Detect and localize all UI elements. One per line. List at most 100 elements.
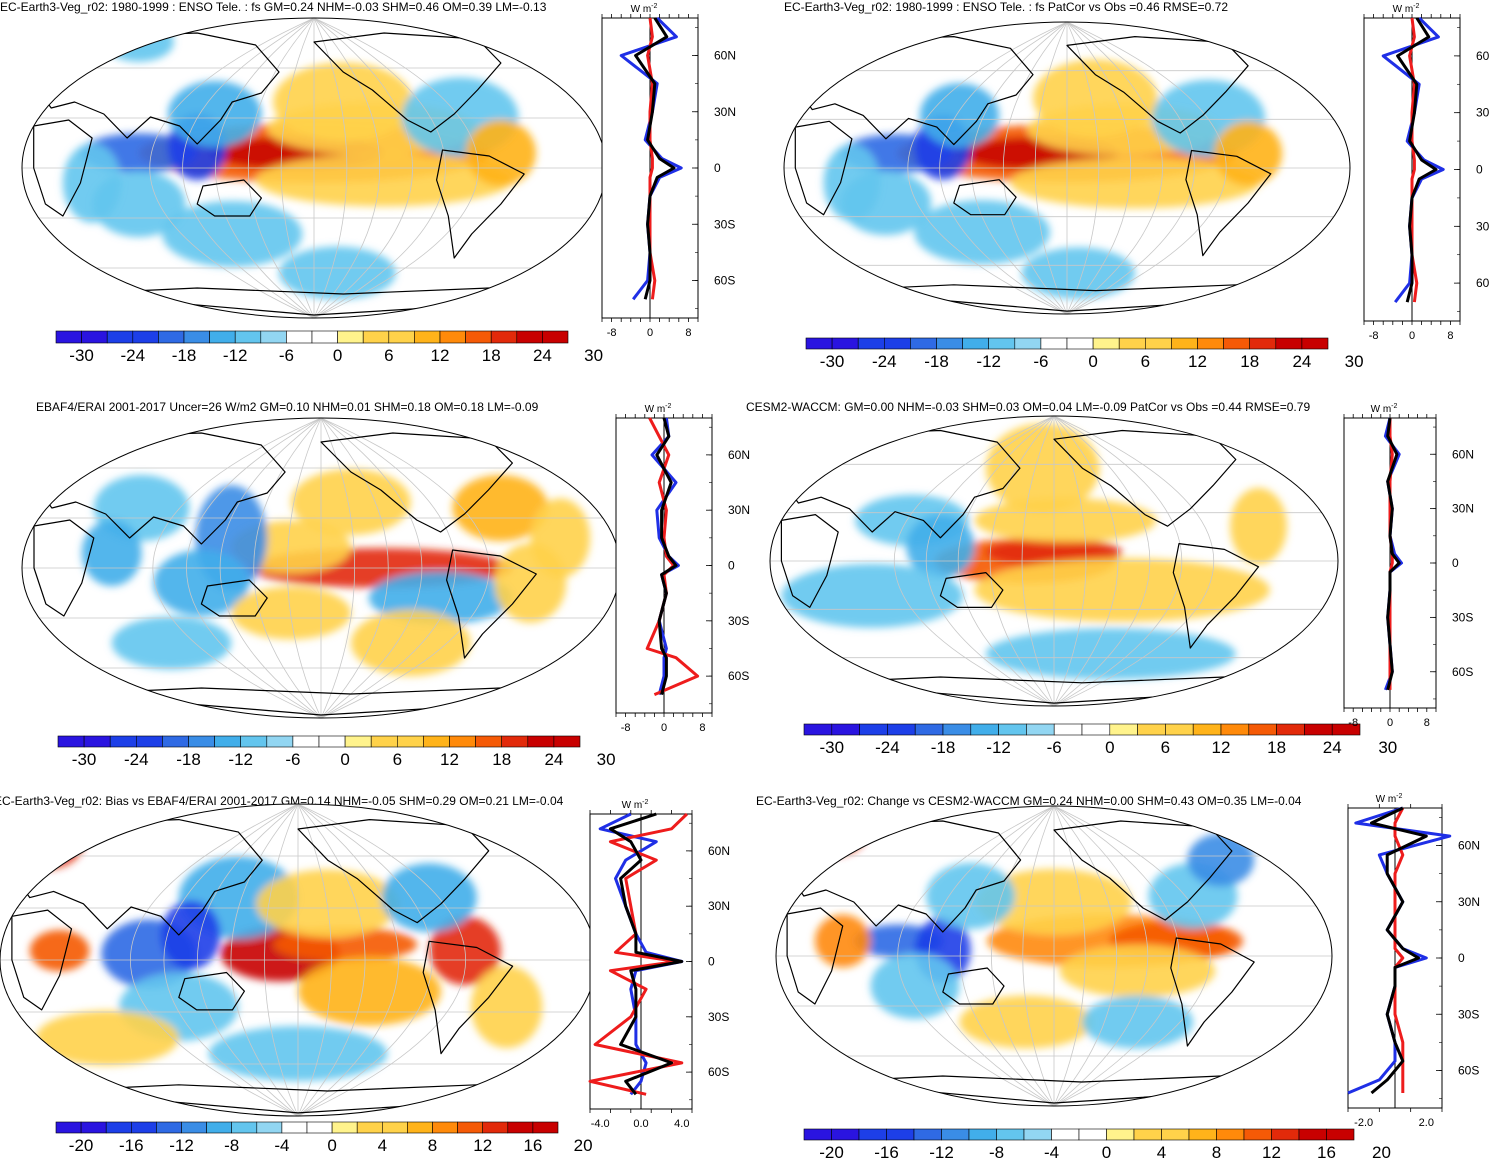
colorbar-tick-label: -24 — [872, 352, 897, 371]
y-tick-label: 60N — [1458, 839, 1480, 853]
colorbar-tick-label: 16 — [1317, 1143, 1336, 1162]
colorbar-tick-label: 18 — [1240, 352, 1259, 371]
coastline — [953, 179, 1017, 216]
anomaly-blob — [168, 81, 262, 147]
units-label: W m-2 — [631, 3, 658, 15]
x-tick-label: 0 — [1409, 330, 1415, 342]
y-tick-label: 60S — [708, 1065, 729, 1079]
anomaly-blob — [823, 144, 881, 222]
coastline — [422, 940, 514, 1055]
y-tick-label: 0 — [1458, 951, 1465, 965]
world-map — [21, 17, 607, 319]
colorbar-segment — [532, 1121, 559, 1134]
y-tick-label: 60S — [714, 274, 735, 288]
world-map — [769, 415, 1339, 707]
y-tick-label: 60S — [1452, 665, 1473, 679]
colorbar-tick-label: -30 — [820, 352, 845, 371]
anomaly-blob — [298, 956, 442, 1026]
anomaly-blob — [926, 863, 1016, 929]
colorbar-tick-label: 30 — [1345, 352, 1364, 371]
colorbar-tick-label: -6 — [1033, 352, 1048, 371]
colorbar-tick-label: 0 — [333, 346, 342, 365]
colorbar-tick-label: -18 — [924, 352, 949, 371]
coastline — [33, 519, 95, 617]
coastline — [780, 429, 1021, 539]
anomaly-blob — [814, 914, 871, 968]
colorbar-tick-label: 0 — [1102, 1143, 1111, 1162]
colorbar-tick-label: 12 — [440, 750, 459, 769]
anomaly-blob — [914, 200, 1051, 265]
colorbar-tick-label: -8 — [989, 1143, 1004, 1162]
colorbar-tick-label: -4 — [1044, 1143, 1059, 1162]
y-tick-label: 0 — [1476, 163, 1483, 177]
anomaly-blob — [870, 953, 960, 1019]
colorbar-tick-label: -12 — [929, 1143, 954, 1162]
anomaly-blob — [781, 563, 964, 628]
colorbar-segment — [1301, 337, 1329, 350]
colorbar-tick-label: 12 — [1188, 352, 1207, 371]
y-tick-label: 30N — [708, 899, 730, 913]
y-tick-label: 30S — [1452, 610, 1473, 624]
anomaly-blob — [959, 995, 1093, 1049]
panel-title: EC-Earth3-Veg_r02: Bias vs EBAF4/ERAI 20… — [0, 794, 564, 808]
anomaly-blob — [111, 616, 232, 670]
anomaly-blob — [906, 514, 975, 579]
x-tick-label: 0 — [661, 722, 667, 734]
colorbar-tick-label: -16 — [119, 1136, 144, 1155]
colorbar-tick-label: 12 — [473, 1136, 492, 1155]
colorbar-tick-label: -18 — [931, 738, 956, 757]
zonal-mean-plot: -4.0 0.0 4.0 60N 30N 0 30S 60S W m-2 — [588, 799, 730, 1130]
anomaly-blob — [256, 869, 400, 939]
x-tick-label: -8 — [621, 722, 631, 734]
anomaly-blob — [35, 1010, 179, 1066]
anomaly-blob — [1021, 247, 1135, 299]
colorbar-tick-label: 6 — [1141, 352, 1150, 371]
colorbar-tick-label: 24 — [533, 346, 552, 365]
panel-title: EC-Earth3-Veg_r02: 1980-1999 : ENSO Tele… — [784, 0, 1229, 14]
zonal-series-black — [655, 417, 678, 695]
y-tick-label: 0 — [1452, 556, 1459, 570]
world-map — [783, 21, 1351, 315]
zonal-mean-plot: -8 0 8 60N 30N 0 30S 60S W m-2 — [1343, 403, 1474, 729]
colorbar-tick-label: -6 — [279, 346, 294, 365]
colorbar-segment — [553, 735, 581, 748]
coastline — [178, 971, 245, 1011]
colorbar-tick-label: 6 — [384, 346, 393, 365]
x-tick-label: 2.0 — [1419, 1117, 1434, 1129]
colorbar-tick-label: -20 — [819, 1143, 844, 1162]
colorbar-tick-label: 0 — [340, 750, 349, 769]
colorbar-tick-label: -12 — [986, 738, 1011, 757]
anomaly-blob — [974, 558, 1270, 622]
x-tick-label: -8 — [1348, 717, 1358, 729]
x-tick-label: -8 — [1369, 330, 1379, 342]
x-tick-label: 8 — [685, 327, 691, 339]
colorbar-tick-label: -24 — [875, 738, 900, 757]
y-tick-label: 60S — [1458, 1064, 1479, 1078]
anomaly-blob — [160, 900, 221, 970]
coastline — [436, 149, 525, 259]
coastline — [11, 909, 73, 1011]
panel-title: EC-Earth3-Veg_r02: Change vs CESM2-WACCM… — [756, 794, 1302, 808]
map-border — [783, 21, 1351, 315]
y-tick-label: 0 — [728, 559, 735, 573]
world-map — [775, 805, 1333, 1107]
coastline — [794, 35, 1034, 146]
x-tick-label: 8 — [1424, 717, 1430, 729]
coastline — [33, 32, 280, 145]
x-tick-label: -4.0 — [591, 1118, 610, 1130]
colorbar-segment — [542, 330, 569, 344]
colorbar-tick-label: 18 — [492, 750, 511, 769]
map-border — [775, 805, 1333, 1107]
panel-cesm2-waccm: CESM2-WACCM: GM=0.00 NHM=-0.03 SHM=0.03 … — [746, 390, 1496, 775]
coastline — [1053, 820, 1233, 921]
units-label: W m-2 — [1376, 793, 1403, 805]
colorbar-tick-label: 30 — [597, 750, 616, 769]
y-tick-label: 30N — [714, 105, 736, 119]
x-tick-label: -8 — [607, 327, 617, 339]
x-tick-label: 4.0 — [674, 1118, 689, 1130]
zonal-series-black — [634, 17, 676, 300]
coastline — [942, 967, 1005, 1005]
colorbar-tick-label: 24 — [1292, 352, 1311, 371]
colorbar-tick-label: -20 — [69, 1136, 94, 1155]
panel-ebaf4-erai: EBAF4/ERAI 2001-2017 Uncer=26 W/m2 GM=0.… — [0, 390, 750, 775]
